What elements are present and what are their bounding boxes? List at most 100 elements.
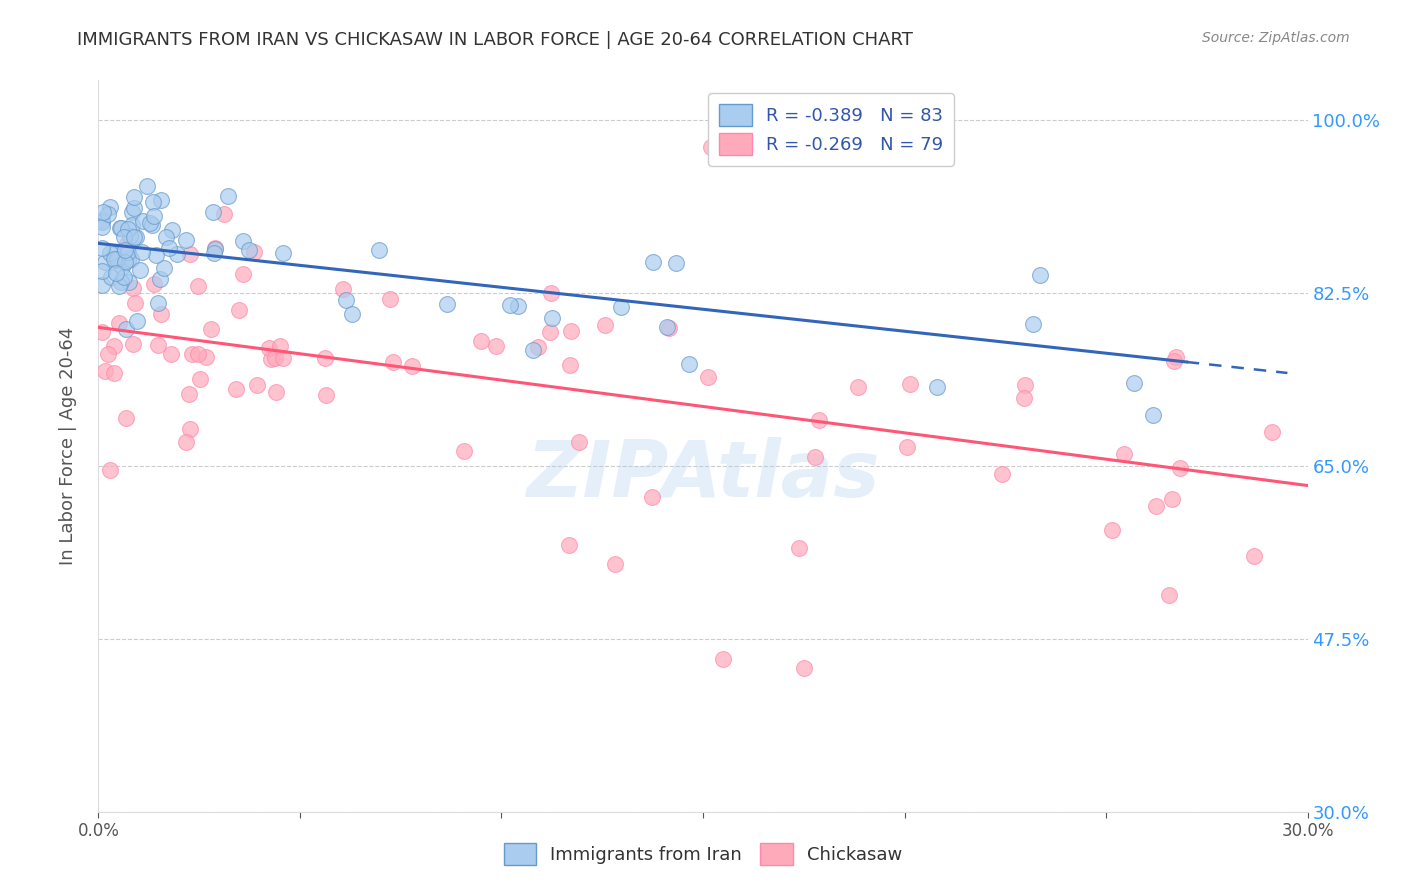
Point [697, 370, 720, 384]
Point [115, 322, 138, 336]
Point [711, 143, 734, 157]
Point [121, 204, 143, 219]
Point [110, 221, 132, 235]
Point [91, 219, 114, 234]
Point [1243, 549, 1265, 564]
Point [558, 358, 581, 372]
Point [217, 189, 239, 203]
Point [540, 311, 562, 326]
Point [118, 228, 141, 243]
Point [195, 351, 218, 365]
Point [121, 337, 143, 351]
Point [382, 355, 405, 369]
Point [315, 388, 337, 402]
Point [787, 541, 810, 555]
Point [678, 357, 700, 371]
Point [160, 223, 183, 237]
Point [132, 214, 155, 228]
Point [724, 147, 747, 161]
Point [110, 221, 132, 235]
Point [155, 230, 177, 244]
Point [246, 378, 269, 392]
Point [179, 422, 201, 436]
Point [128, 263, 150, 277]
Point [190, 372, 212, 386]
Point [112, 229, 135, 244]
Point [117, 221, 139, 235]
Point [1163, 354, 1185, 368]
Point [98, 463, 121, 477]
Point [1029, 268, 1052, 282]
Point [225, 382, 247, 396]
Point [332, 282, 354, 296]
Point [264, 351, 287, 365]
Point [506, 300, 529, 314]
Point [1144, 499, 1167, 513]
Point [91, 263, 114, 277]
Point [264, 385, 287, 400]
Point [340, 307, 363, 321]
Point [232, 234, 254, 248]
Point [124, 189, 146, 203]
Point [204, 241, 226, 255]
Point [499, 298, 522, 312]
Point [94, 364, 117, 378]
Point [641, 491, 664, 505]
Point [97, 207, 120, 221]
Point [160, 346, 183, 360]
Point [149, 307, 172, 321]
Point [271, 245, 294, 260]
Y-axis label: In Labor Force | Age 20-64: In Labor Force | Age 20-64 [59, 326, 77, 566]
Point [808, 413, 831, 427]
Point [259, 341, 281, 355]
Point [91, 204, 114, 219]
Point [114, 254, 136, 268]
Point [91, 241, 114, 255]
Point [560, 324, 582, 338]
Point [91, 277, 114, 292]
Legend: R = -0.389   N = 83, R = -0.269   N = 79: R = -0.389 N = 83, R = -0.269 N = 79 [709, 93, 953, 166]
Point [436, 297, 458, 311]
Point [658, 321, 681, 335]
Point [558, 538, 581, 552]
Point [139, 216, 162, 230]
Point [470, 334, 492, 349]
Point [112, 270, 135, 285]
Point [793, 661, 815, 675]
Point [124, 295, 146, 310]
Point [453, 444, 475, 458]
Point [1014, 378, 1036, 392]
Point [228, 303, 250, 318]
Point [148, 295, 170, 310]
Point [733, 145, 755, 159]
Point [108, 279, 131, 293]
Point [125, 314, 148, 328]
Text: ZIPAtlas: ZIPAtlas [526, 437, 880, 513]
Point [120, 252, 142, 267]
Point [484, 338, 506, 352]
Point [204, 246, 226, 260]
Point [180, 347, 202, 361]
Point [1260, 425, 1282, 440]
Point [122, 202, 145, 216]
Point [526, 340, 548, 354]
Point [269, 339, 291, 353]
Point [131, 245, 153, 260]
Point [259, 351, 281, 366]
Point [91, 212, 114, 227]
Point [115, 410, 138, 425]
Point [803, 450, 825, 464]
Point [145, 248, 167, 262]
Point [125, 230, 148, 244]
Point [103, 366, 125, 380]
Point [103, 247, 125, 261]
Point [898, 377, 921, 392]
Point [314, 351, 336, 365]
Point [609, 300, 631, 314]
Point [641, 255, 664, 269]
Point [105, 252, 128, 266]
Point [152, 261, 174, 276]
Point [98, 200, 121, 214]
Point [157, 241, 180, 255]
Point [105, 266, 128, 280]
